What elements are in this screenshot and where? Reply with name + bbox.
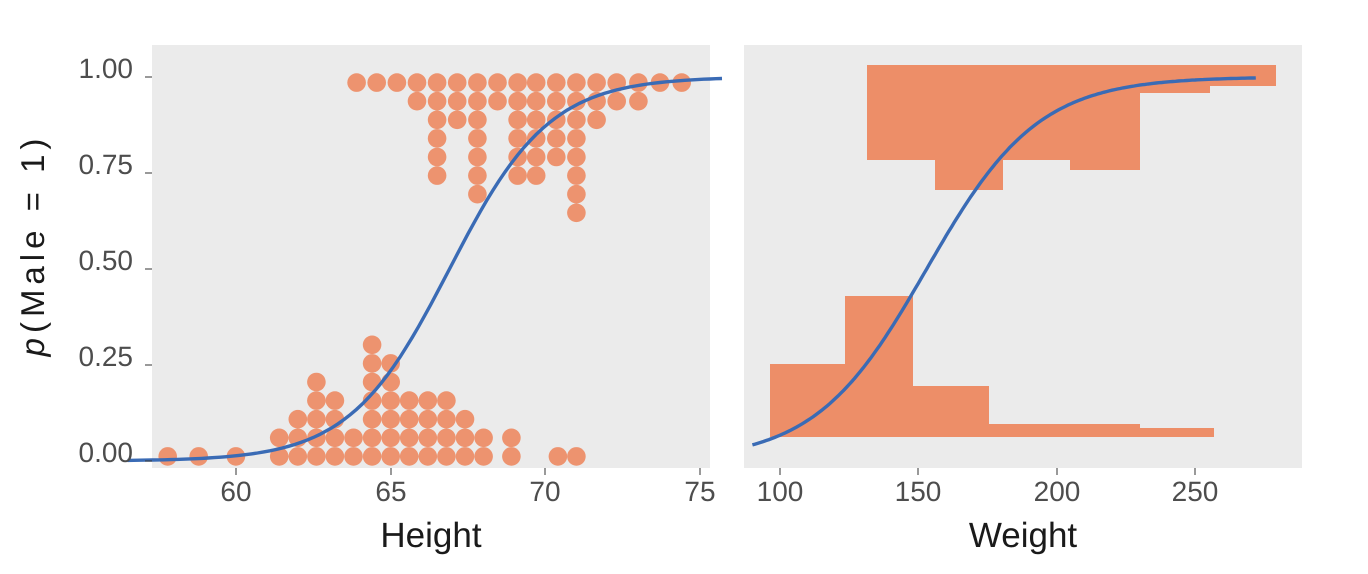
svg-text:0.50: 0.50 [79,245,134,276]
svg-text:0.25: 0.25 [79,341,134,372]
svg-text:100: 100 [757,476,804,507]
svg-text:0.00: 0.00 [79,437,134,468]
svg-text:Height: Height [380,516,481,555]
svg-text:p(Male = 1): p(Male = 1) [14,134,51,358]
svg-text:0.75: 0.75 [79,149,134,180]
svg-text:60: 60 [220,476,251,507]
svg-text:65: 65 [375,476,406,507]
svg-text:200: 200 [1034,476,1081,507]
svg-text:250: 250 [1172,476,1219,507]
svg-text:70: 70 [529,476,560,507]
svg-text:1.00: 1.00 [79,53,134,84]
svg-text:150: 150 [895,476,942,507]
svg-text:75: 75 [684,476,715,507]
svg-text:Weight: Weight [969,516,1078,555]
